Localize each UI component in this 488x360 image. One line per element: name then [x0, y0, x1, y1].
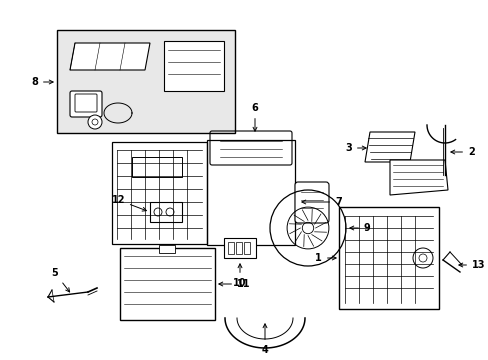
Text: 12: 12	[111, 195, 146, 211]
Circle shape	[412, 248, 432, 268]
Bar	[120, 248, 215, 320]
Circle shape	[88, 115, 102, 129]
Text: 7: 7	[301, 197, 341, 207]
Bar	[244, 242, 249, 254]
FancyBboxPatch shape	[70, 91, 102, 117]
FancyBboxPatch shape	[163, 41, 224, 91]
Polygon shape	[70, 43, 150, 70]
Bar	[57, 30, 235, 133]
Text: 2: 2	[450, 147, 474, 157]
Bar	[224, 238, 256, 258]
Text: 6: 6	[251, 103, 258, 131]
Text: 5: 5	[52, 268, 69, 292]
Bar	[159, 245, 175, 253]
Bar	[206, 140, 294, 245]
Polygon shape	[364, 132, 414, 162]
Polygon shape	[389, 160, 447, 195]
Bar	[132, 157, 182, 177]
FancyBboxPatch shape	[294, 182, 328, 223]
Text: 3: 3	[345, 143, 366, 153]
Text: 13: 13	[458, 260, 485, 270]
Text: 9: 9	[349, 223, 370, 233]
Text: 4: 4	[261, 324, 268, 355]
Bar	[227, 242, 234, 254]
Text: 11: 11	[219, 279, 250, 289]
Text: 1: 1	[315, 253, 335, 263]
Bar	[236, 242, 242, 254]
Text: 10: 10	[233, 264, 246, 288]
Bar	[150, 202, 182, 222]
Text: 8: 8	[31, 77, 53, 87]
Bar	[112, 142, 206, 244]
